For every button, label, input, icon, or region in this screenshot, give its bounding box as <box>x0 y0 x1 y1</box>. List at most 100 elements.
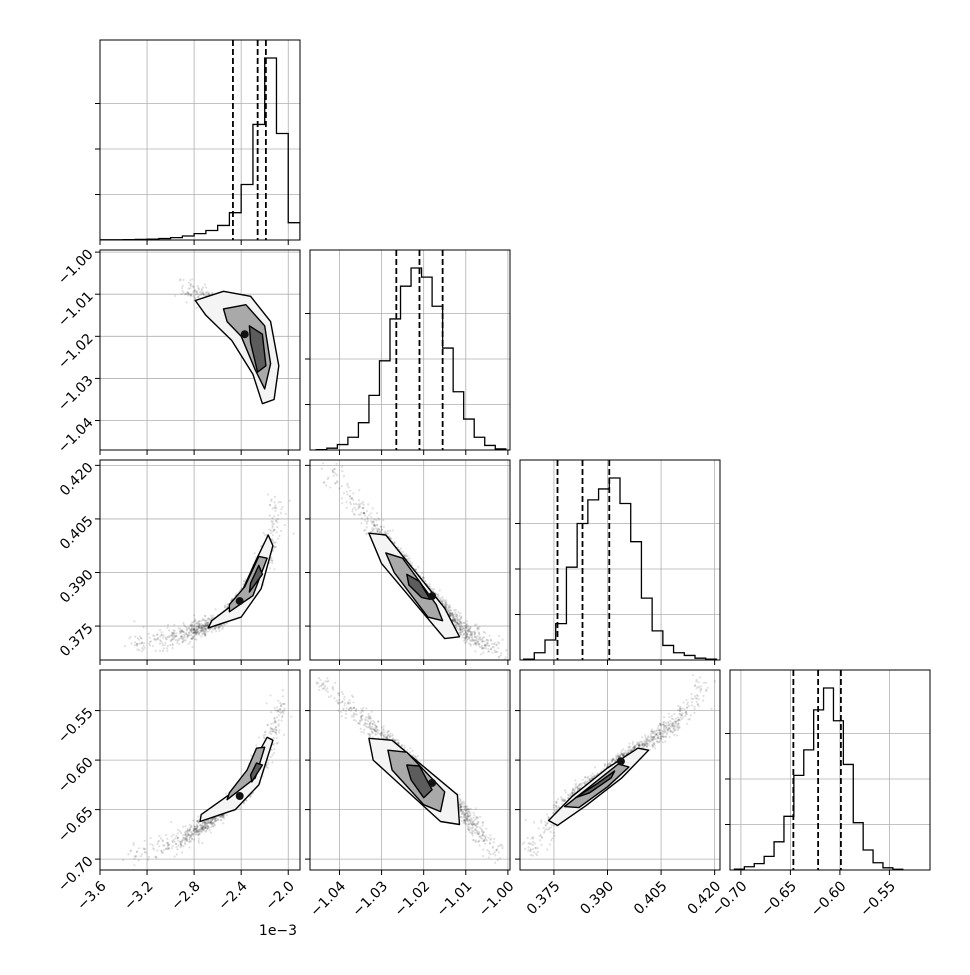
scatter-point <box>171 847 173 849</box>
scatter-point <box>449 606 451 608</box>
scatter-point <box>280 530 282 532</box>
scatter-point <box>184 625 186 627</box>
scatter-point <box>138 847 140 849</box>
scatter-point <box>374 525 376 527</box>
scatter-point <box>220 819 222 821</box>
scatter-point <box>488 650 490 652</box>
scatter-point <box>348 486 350 488</box>
scatter-point <box>152 645 154 647</box>
scatter-point <box>406 555 408 557</box>
scatter-point <box>222 626 224 628</box>
scatter-point <box>175 639 177 641</box>
scatter-point <box>235 592 237 594</box>
scatter-point <box>200 635 202 637</box>
scatter-point <box>174 630 176 632</box>
scatter-point <box>160 837 162 839</box>
panel-frame <box>310 460 510 660</box>
scatter-point <box>470 640 472 642</box>
scatter-point <box>264 734 266 736</box>
scatter-point <box>465 626 467 628</box>
histogram-panel-2 <box>515 460 720 660</box>
scatter-point <box>163 849 165 851</box>
scatter-point <box>362 507 364 509</box>
scatter-point <box>505 656 507 658</box>
scatter-point <box>217 819 219 821</box>
scatter-point <box>409 560 411 562</box>
scatter-point <box>329 486 331 488</box>
scatter-point <box>182 292 184 294</box>
scatter-point <box>179 632 181 634</box>
scatter-point <box>370 516 372 518</box>
scatter-point <box>275 504 277 506</box>
scatter-point <box>204 615 206 617</box>
scatter-point <box>191 278 193 280</box>
scatter-point <box>186 636 188 638</box>
scatter-point <box>190 629 192 631</box>
scatter-point <box>192 286 194 288</box>
scatter-point <box>215 626 217 628</box>
scatter-point <box>202 632 204 634</box>
scatter-point <box>284 524 286 526</box>
scatter-point <box>498 642 500 644</box>
scatter-point <box>205 830 207 832</box>
scatter-point <box>209 829 211 831</box>
scatter-point <box>181 636 183 638</box>
scatter-point <box>156 634 158 636</box>
scatter-point <box>210 615 212 617</box>
scatter-point <box>263 532 265 534</box>
scatter-point <box>264 731 266 733</box>
scatter-point <box>273 743 275 745</box>
scatter-points <box>122 689 292 871</box>
scatter-point <box>462 628 464 630</box>
scatter-point <box>351 510 353 512</box>
scatter-point <box>263 737 265 739</box>
scatter-point <box>341 485 343 487</box>
scatter-point <box>373 521 375 523</box>
scatter-point <box>474 633 476 635</box>
scatter-point <box>379 531 381 533</box>
scatter-point <box>185 830 187 832</box>
scatter-point <box>189 279 191 281</box>
scatter-point <box>211 631 213 633</box>
scatter-point <box>138 649 140 651</box>
scatter-point <box>188 626 190 628</box>
scatter-point <box>458 615 460 617</box>
scatter-point <box>204 283 206 285</box>
scatter-point <box>149 837 151 839</box>
scatter-point <box>494 649 496 651</box>
scatter-point <box>188 632 190 634</box>
scatter-point <box>250 754 252 756</box>
scatter-point <box>272 507 274 509</box>
scatter-point <box>289 500 291 502</box>
scatter-point <box>212 628 214 630</box>
scatter-point <box>173 624 175 626</box>
scatter-point <box>176 642 178 644</box>
panel-frame <box>100 40 300 240</box>
scatter-point <box>197 630 199 632</box>
scatter-point <box>174 841 176 843</box>
scatter-point <box>202 618 204 620</box>
scatter-point <box>278 535 280 537</box>
scatter-point <box>487 648 489 650</box>
scatter-point <box>273 748 275 750</box>
scatter-point <box>182 622 184 624</box>
scatter-point <box>166 647 168 649</box>
scatter-point <box>447 604 449 606</box>
scatter-point <box>280 501 282 503</box>
scatter-point <box>207 621 209 623</box>
scatter-point <box>134 636 136 638</box>
scatter-point <box>335 473 337 475</box>
scatter-point <box>165 834 167 836</box>
scatter-point <box>459 625 461 627</box>
scatter-point <box>500 654 502 656</box>
scatter-point <box>368 514 370 516</box>
scatter-point <box>470 645 472 647</box>
scatter-point <box>464 637 466 639</box>
scatter-point <box>212 615 214 617</box>
scatter-point <box>196 628 198 630</box>
scatter-point <box>488 639 490 641</box>
histogram-panel-3 <box>725 670 930 870</box>
scatter-point <box>188 643 190 645</box>
scatter-point <box>500 652 502 654</box>
scatter-point <box>174 855 176 857</box>
